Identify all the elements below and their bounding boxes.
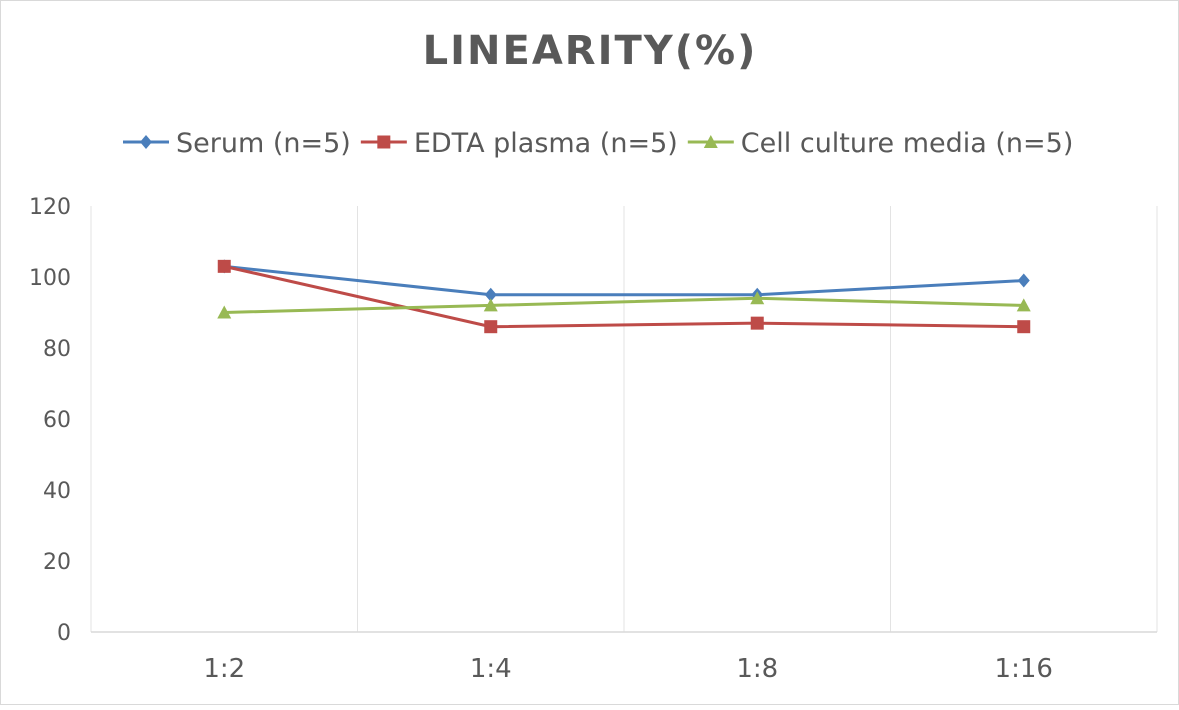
chart-title: LINEARITY(%) [423,28,758,74]
diamond-marker [1017,273,1030,288]
y-tick-label: 100 [29,266,71,291]
series-1 [217,259,1031,334]
series-group [217,259,1031,334]
series-line [223,264,1024,329]
y-tick-label: 20 [43,550,71,575]
y-tick-label: 60 [43,408,71,433]
x-tick-label: 1:2 [203,654,245,684]
legend-item: Serum (n=5) [123,128,351,159]
triangle-marker [703,135,718,148]
legend: Serum (n=5) EDTA plasma (n=5) Cell culture… [123,128,1073,159]
y-tick-label: 0 [57,621,71,646]
y-tick-label: 80 [43,337,71,362]
legend-label: Cell culture media (n=5) [741,128,1074,159]
square-marker [1017,320,1031,334]
x-tick-label: 1:4 [470,654,512,684]
square-marker [377,135,391,149]
x-axis: 1:2 1:4 1:8 1:16 [203,654,1053,684]
square-marker [217,259,231,273]
y-tick-label: 40 [43,479,71,504]
series-line [224,296,1024,314]
x-tick-label: 1:8 [736,654,778,684]
diamond-marker [484,287,497,302]
triangle-marker [750,291,765,305]
triangle-marker [1016,298,1031,312]
triangle-marker [217,305,232,319]
x-tick-label: 1:16 [995,654,1053,684]
legend-label: EDTA plasma (n=5) [414,128,678,159]
legend-label: Serum (n=5) [176,128,351,159]
square-marker [750,316,764,330]
legend-item: Cell culture media (n=5) [687,128,1074,159]
legend-item: EDTA plasma (n=5) [360,128,678,159]
diamond-marker [140,135,152,149]
gridlines [90,206,1158,633]
y-tick-label: 120 [29,195,71,220]
series-2 [217,291,1031,319]
square-marker [484,320,498,334]
triangle-marker [483,298,498,312]
y-axis: 0 20 40 60 80 100 120 [29,195,71,646]
series-line [224,264,1024,297]
